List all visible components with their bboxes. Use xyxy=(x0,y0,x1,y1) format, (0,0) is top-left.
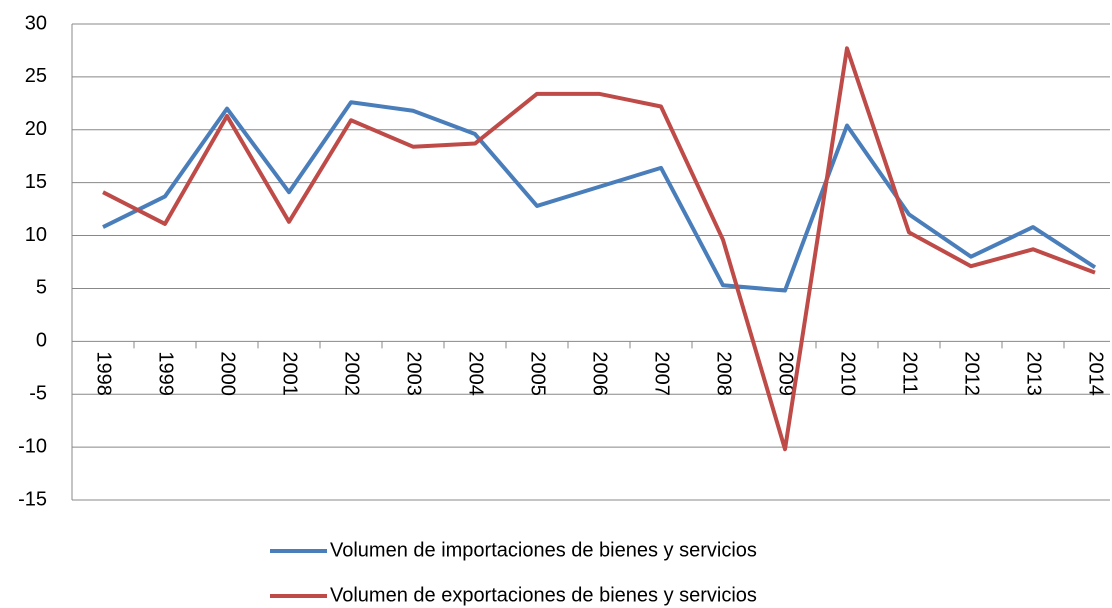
y-tick-label: -10 xyxy=(18,435,47,457)
legend-label: Volumen de exportaciones de bienes y ser… xyxy=(330,584,757,606)
x-tick-label: 2001 xyxy=(279,351,301,396)
x-tick-label: 2009 xyxy=(775,351,797,396)
series-line xyxy=(102,100,1097,293)
y-tick-label: -5 xyxy=(29,383,47,405)
x-tick-label: 2004 xyxy=(465,351,487,396)
x-tick-label: 2000 xyxy=(217,351,239,396)
x-tick-label: 2010 xyxy=(837,351,859,396)
y-tick-label: 30 xyxy=(25,12,47,34)
y-tick-label: 25 xyxy=(25,65,47,87)
series-line xyxy=(102,46,1096,452)
x-tick-label: 2011 xyxy=(899,351,921,394)
y-tick-label: 10 xyxy=(25,224,47,246)
x-tick-label: 2005 xyxy=(527,351,549,396)
x-tick-label: 2006 xyxy=(589,351,611,396)
y-tick-label: -15 xyxy=(18,488,47,510)
y-tick-label: 15 xyxy=(25,171,47,193)
x-tick-label: 2012 xyxy=(961,351,983,396)
legend-label: Volumen de importaciones de bienes y ser… xyxy=(330,539,757,561)
x-tick-label: 2013 xyxy=(1023,351,1045,396)
y-tick-label: 0 xyxy=(36,330,47,352)
x-tick-label: 2002 xyxy=(341,351,363,396)
x-tick-label: 2014 xyxy=(1085,351,1107,396)
x-tick-label: 2008 xyxy=(713,351,735,396)
y-tick-label: 5 xyxy=(36,277,47,299)
x-tick-label: 2003 xyxy=(403,351,425,396)
x-tick-label: 1998 xyxy=(93,351,115,396)
x-tick-label: 1999 xyxy=(155,351,177,396)
y-tick-label: 20 xyxy=(25,118,47,140)
x-tick-label: 2007 xyxy=(651,351,673,396)
